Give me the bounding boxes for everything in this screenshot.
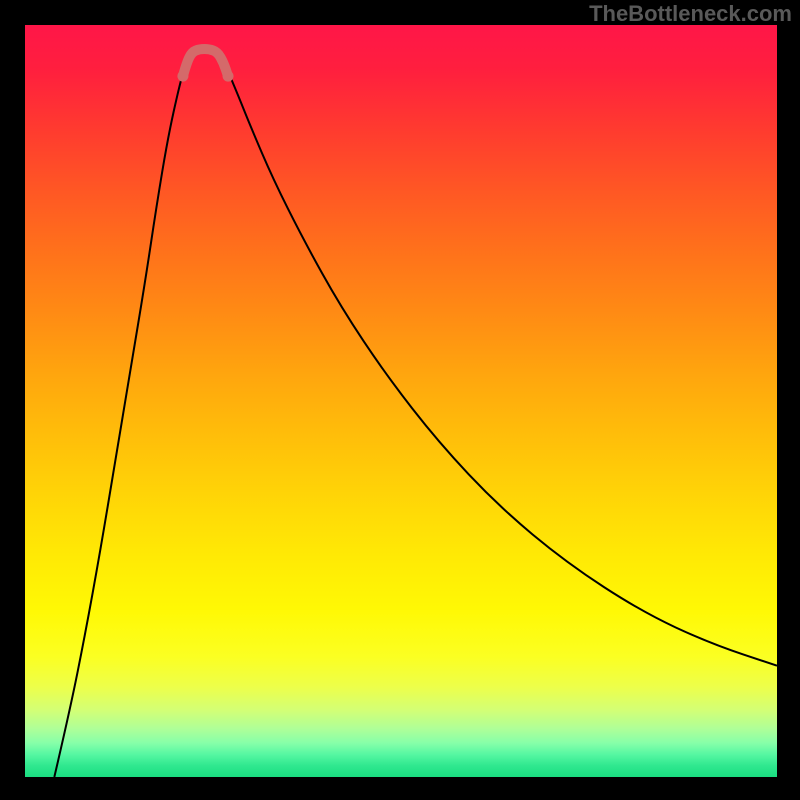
marker-group [177,49,233,82]
right-curve [224,63,777,666]
left-curve [54,63,186,777]
watermark-text: TheBottleneck.com [589,1,792,27]
chart-curves-svg [25,25,777,777]
marker-dot-1 [223,71,234,82]
marker-connector [183,49,228,76]
chart-plot-area [25,25,777,777]
marker-dot-0 [177,71,188,82]
